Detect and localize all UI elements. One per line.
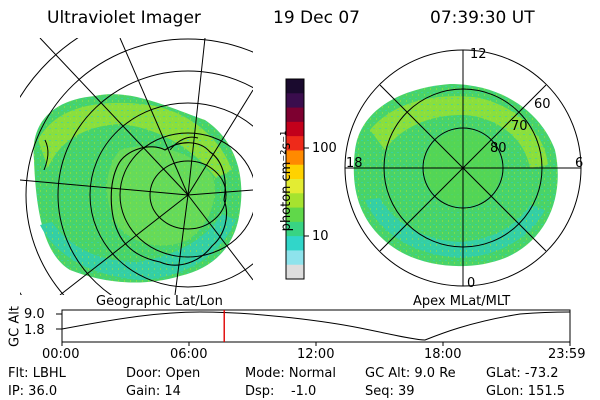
altitude-ytick-label-high: 9.0 xyxy=(24,307,45,322)
colorbar-unit-label: photon cm⁻²s⁻¹ xyxy=(279,130,294,232)
colorbar-segment xyxy=(286,93,304,109)
color-bar-frame xyxy=(285,78,305,280)
dsp-info: Dsp: -1.0 xyxy=(245,384,317,399)
mlat-label-60: 60 xyxy=(534,97,551,112)
magnetic-polar-map xyxy=(344,49,582,287)
altitude-xtick-label-0000: 00:00 xyxy=(42,347,80,362)
mode-info: Mode: Normal xyxy=(245,366,336,381)
altitude-plot-frame xyxy=(61,309,571,343)
colorbar-segment xyxy=(286,250,304,266)
colorbar-segment xyxy=(286,193,304,209)
gain-info: Gain: 14 xyxy=(126,384,181,399)
altitude-xticks xyxy=(61,342,571,346)
polar-grid xyxy=(344,49,582,287)
mlt-label-12: 12 xyxy=(470,47,487,62)
colorbar-segment xyxy=(286,221,304,237)
altitude-ytick-label-low: 1.8 xyxy=(24,323,45,338)
altitude-plot xyxy=(56,309,571,346)
altitude-xtick-label-1200: 12:00 xyxy=(297,347,335,362)
ip-info: IP: 36.0 xyxy=(8,384,58,399)
colorbar-segment xyxy=(286,164,304,180)
colorbar-segment xyxy=(286,79,304,94)
mlt-label-6: 6 xyxy=(575,156,584,171)
altitude-xtick-label-0600: 06:00 xyxy=(170,347,208,362)
gc-altitude-info: GC Alt: 9.0 Re xyxy=(365,366,456,381)
altitude-ylabel: GC Alt xyxy=(7,306,23,347)
colorbar-segment xyxy=(286,236,304,251)
colorbar-segment xyxy=(286,121,304,137)
color-bar xyxy=(286,79,304,280)
auroral-emission-left xyxy=(33,94,242,283)
colorbar-label-100: 100 xyxy=(312,141,337,156)
altitude-curve xyxy=(61,311,571,341)
door-info: Door: Open xyxy=(126,366,201,381)
continent-outline xyxy=(110,142,228,266)
colorbar-segment xyxy=(286,264,304,280)
left-panel-caption: Geographic Lat/Lon xyxy=(96,294,223,309)
altitude-xtick-label-1800: 18:00 xyxy=(424,347,462,362)
right-panel-caption: Apex MLat/MLT xyxy=(413,294,511,309)
sequence-info: Seq: 39 xyxy=(365,384,415,399)
mlt-label-18: 18 xyxy=(346,156,363,171)
altitude-xtick-label-2359: 23:59 xyxy=(548,347,586,362)
colorbar-segment xyxy=(286,179,304,194)
mlt-label-0: 0 xyxy=(467,276,476,291)
geographic-lat-info: GLat: -73.2 xyxy=(486,366,559,381)
instrument-title: Ultraviolet Imager xyxy=(47,8,201,28)
filter-info: Flt: LBHL xyxy=(8,366,66,381)
colorbar-segment xyxy=(286,136,304,151)
colorbar-segment xyxy=(286,150,304,166)
observation-time: 07:39:30 UT xyxy=(430,8,535,28)
mlat-label-80: 80 xyxy=(490,141,507,156)
colorbar-segment xyxy=(286,107,304,123)
latitude-grid xyxy=(20,38,253,295)
longitude-grid xyxy=(20,38,253,295)
colorbar-segment xyxy=(286,207,304,223)
geographic-lon-info: GLon: 151.5 xyxy=(486,384,566,399)
mlat-label-70: 70 xyxy=(511,119,528,134)
colorbar-label-10: 10 xyxy=(312,229,329,244)
observation-date: 19 Dec 07 xyxy=(273,8,360,28)
geographic-map xyxy=(20,38,253,295)
